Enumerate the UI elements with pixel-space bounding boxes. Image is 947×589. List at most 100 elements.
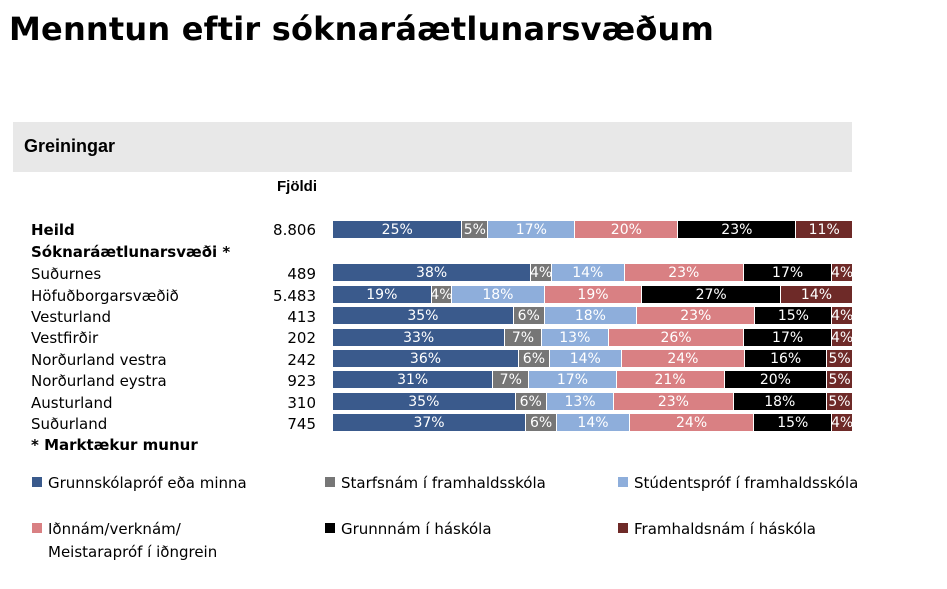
data-label: 27%	[695, 286, 727, 303]
data-label: 23%	[657, 393, 689, 410]
bar-segment: 23%	[677, 221, 796, 238]
data-label: 38%	[416, 264, 448, 281]
bar-segment: 4%	[430, 286, 452, 303]
bar-segment: 6%	[512, 307, 544, 324]
bar-segment: 7%	[492, 371, 529, 388]
page-title: Menntun eftir sóknaráætlunarsvæðum	[9, 10, 715, 48]
bar-segment: 4%	[530, 264, 551, 281]
data-label: 36%	[409, 350, 442, 367]
data-label: 4%	[430, 286, 452, 303]
data-label: 24%	[667, 350, 699, 367]
bar-segment: 4%	[831, 307, 852, 324]
data-label: 4%	[831, 307, 852, 324]
row-count: 413	[287, 308, 316, 326]
bar-segment: 6%	[517, 350, 549, 367]
bar-segment: 5%	[826, 371, 852, 388]
data-label: 21%	[654, 371, 686, 388]
bar-segment: 13%	[540, 329, 609, 346]
bar-segment: 26%	[608, 329, 743, 346]
data-label: 17%	[772, 329, 804, 346]
data-label: 6%	[519, 393, 542, 410]
data-label: 15%	[777, 307, 809, 324]
bar-segment: 18%	[451, 286, 544, 303]
data-label: 23%	[680, 307, 712, 324]
data-label: 6%	[529, 414, 553, 431]
bar-segment: 7%	[504, 329, 541, 346]
bar-segment: 14%	[556, 414, 629, 431]
bar-segment: 16%	[744, 350, 827, 367]
legend-label-line: Framhaldsnám í háskóla	[634, 520, 816, 538]
legend-label: Stúdentspróf í framhaldsskóla	[634, 472, 858, 495]
data-label: 18%	[482, 286, 514, 303]
bar-row: 38% 4% 14% 23% 17% 4%	[333, 264, 852, 281]
data-label: 7%	[511, 329, 535, 346]
bar-segment: 4%	[831, 414, 852, 431]
row-label: Höfuðborgarsvæðið	[31, 287, 179, 305]
bar-row: 36% 6% 14% 24% 16% 5%	[333, 350, 852, 367]
data-label: 18%	[764, 393, 796, 410]
legend-label: Grunnnám í háskóla	[341, 518, 492, 541]
legend-label: Grunnskólapróf eða minna	[48, 472, 247, 495]
bar-segment: 23%	[636, 307, 755, 324]
legend-swatch	[32, 523, 42, 533]
bar-segment: 19%	[333, 286, 431, 303]
legend-item: Starfsnám í framhaldsskóla	[325, 472, 546, 495]
legend-swatch	[32, 477, 42, 487]
legend-swatch	[618, 523, 628, 533]
data-label: 26%	[660, 329, 692, 346]
bar-segment: 33%	[333, 329, 505, 346]
significance-note: * Marktækur munur	[31, 436, 198, 454]
data-label: 7%	[499, 371, 522, 388]
data-label: 16%	[770, 350, 802, 367]
bar-row: 31% 7% 17% 21% 20% 5%	[333, 371, 852, 388]
bar-segment: 11%	[795, 221, 852, 238]
data-label: 19%	[366, 286, 398, 303]
legend-label-line: Iðnnám/verknám/	[48, 520, 181, 538]
row-label: Norðurland eystra	[31, 372, 167, 390]
row-count: 489	[287, 265, 316, 283]
data-label: 14%	[577, 414, 609, 431]
bar-segment: 4%	[831, 329, 852, 346]
legend-label-line: Stúdentspróf í framhaldsskóla	[634, 474, 859, 492]
bar-segment: 24%	[628, 414, 754, 431]
data-label: 13%	[559, 329, 591, 346]
bar-segment: 36%	[333, 350, 518, 367]
legend-label: Framhaldsnám í háskóla	[634, 518, 816, 541]
bar-row: 25% 5% 17% 20% 23% 11%	[333, 221, 852, 238]
bar-row: 35% 6% 18% 23% 15% 4%	[333, 307, 852, 324]
data-label: 15%	[777, 414, 809, 431]
row-count: 8.806	[273, 221, 316, 239]
bar-segment: 27%	[641, 286, 781, 303]
data-label: 33%	[403, 329, 435, 346]
row-count: 242	[287, 351, 316, 369]
bar-segment: 13%	[545, 393, 614, 410]
bar-segment: 14%	[550, 264, 624, 281]
row-count: 5.483	[273, 287, 316, 305]
row-label: Austurland	[31, 394, 113, 412]
legend-item: Grunnnám í háskóla	[325, 518, 492, 541]
bar-segment: 18%	[543, 307, 637, 324]
legend-label-line: Starfsnám í framhaldsskóla	[341, 474, 546, 492]
bar-segment: 18%	[732, 393, 826, 410]
row-count: 745	[287, 415, 316, 433]
bar-segment: 17%	[743, 329, 832, 346]
data-label: 11%	[808, 221, 840, 238]
data-label: 17%	[772, 264, 804, 281]
data-label: 18%	[574, 307, 606, 324]
bar-row: 37% 6% 14% 24% 15% 4%	[333, 414, 852, 431]
data-label: 4%	[530, 264, 551, 281]
bar-segment: 5%	[461, 221, 488, 238]
data-label: 14%	[800, 286, 833, 303]
bar-segment: 37%	[333, 414, 526, 431]
bar-row: 33% 7% 13% 26% 17% 4%	[333, 329, 852, 346]
row-label: Vesturland	[31, 308, 112, 326]
bar-segment: 20%	[574, 221, 678, 238]
data-label: 13%	[564, 393, 596, 410]
legend-item: Stúdentspróf í framhaldsskóla	[618, 472, 858, 495]
panel-title: Greiningar	[24, 136, 116, 156]
legend-label-line: Grunnnám í háskóla	[341, 520, 492, 538]
row-label: Suðurnes	[31, 265, 102, 283]
bar-segment: 17%	[487, 221, 575, 238]
data-label: 20%	[610, 221, 642, 238]
bar-segment: 6%	[514, 393, 546, 410]
